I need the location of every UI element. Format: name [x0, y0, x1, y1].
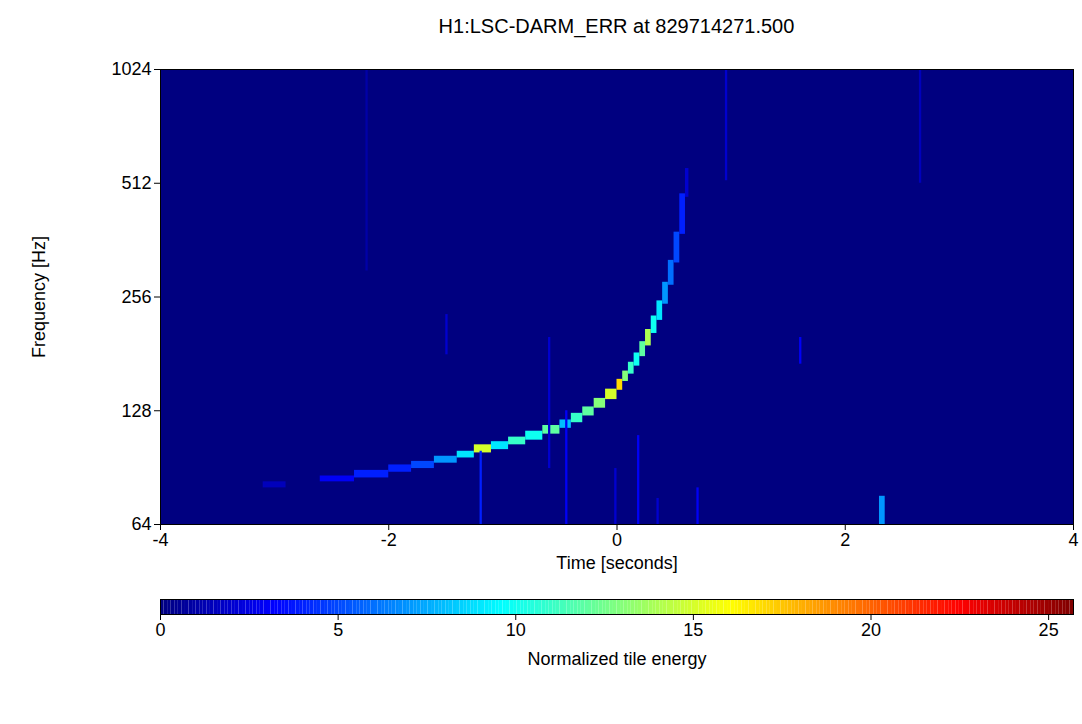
svg-text:10: 10 [506, 620, 526, 640]
svg-text:0: 0 [612, 530, 622, 550]
svg-text:15: 15 [683, 620, 703, 640]
svg-text:Frequency [Hz]: Frequency [Hz] [29, 236, 49, 358]
svg-text:2: 2 [840, 530, 850, 550]
html-text:H1:LSC-DARM_ERR at 829714271.5: H1:LSC-DARM_ERR at 829714271.500 [438, 15, 795, 37]
svg-text:4: 4 [1068, 530, 1078, 550]
svg-text:-4: -4 [152, 530, 168, 550]
svg-text:128: 128 [121, 401, 151, 421]
svg-text:-2: -2 [381, 530, 397, 550]
svg-text:64: 64 [131, 514, 151, 534]
svg-text:256: 256 [121, 287, 151, 307]
svg-text:512: 512 [121, 173, 151, 193]
svg-text:Time [seconds]: Time [seconds] [556, 553, 677, 573]
svg-text:25: 25 [1039, 620, 1059, 640]
svg-text:20: 20 [861, 620, 881, 640]
svg-text:5: 5 [333, 620, 343, 640]
svg-text:1024: 1024 [111, 59, 151, 79]
svg-text:0: 0 [155, 620, 165, 640]
svg-text:Normalized tile energy: Normalized tile energy [527, 649, 706, 669]
